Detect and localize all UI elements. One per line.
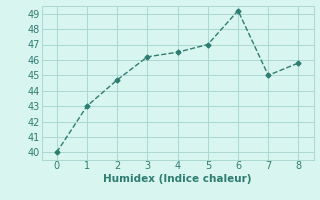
X-axis label: Humidex (Indice chaleur): Humidex (Indice chaleur) xyxy=(103,174,252,184)
